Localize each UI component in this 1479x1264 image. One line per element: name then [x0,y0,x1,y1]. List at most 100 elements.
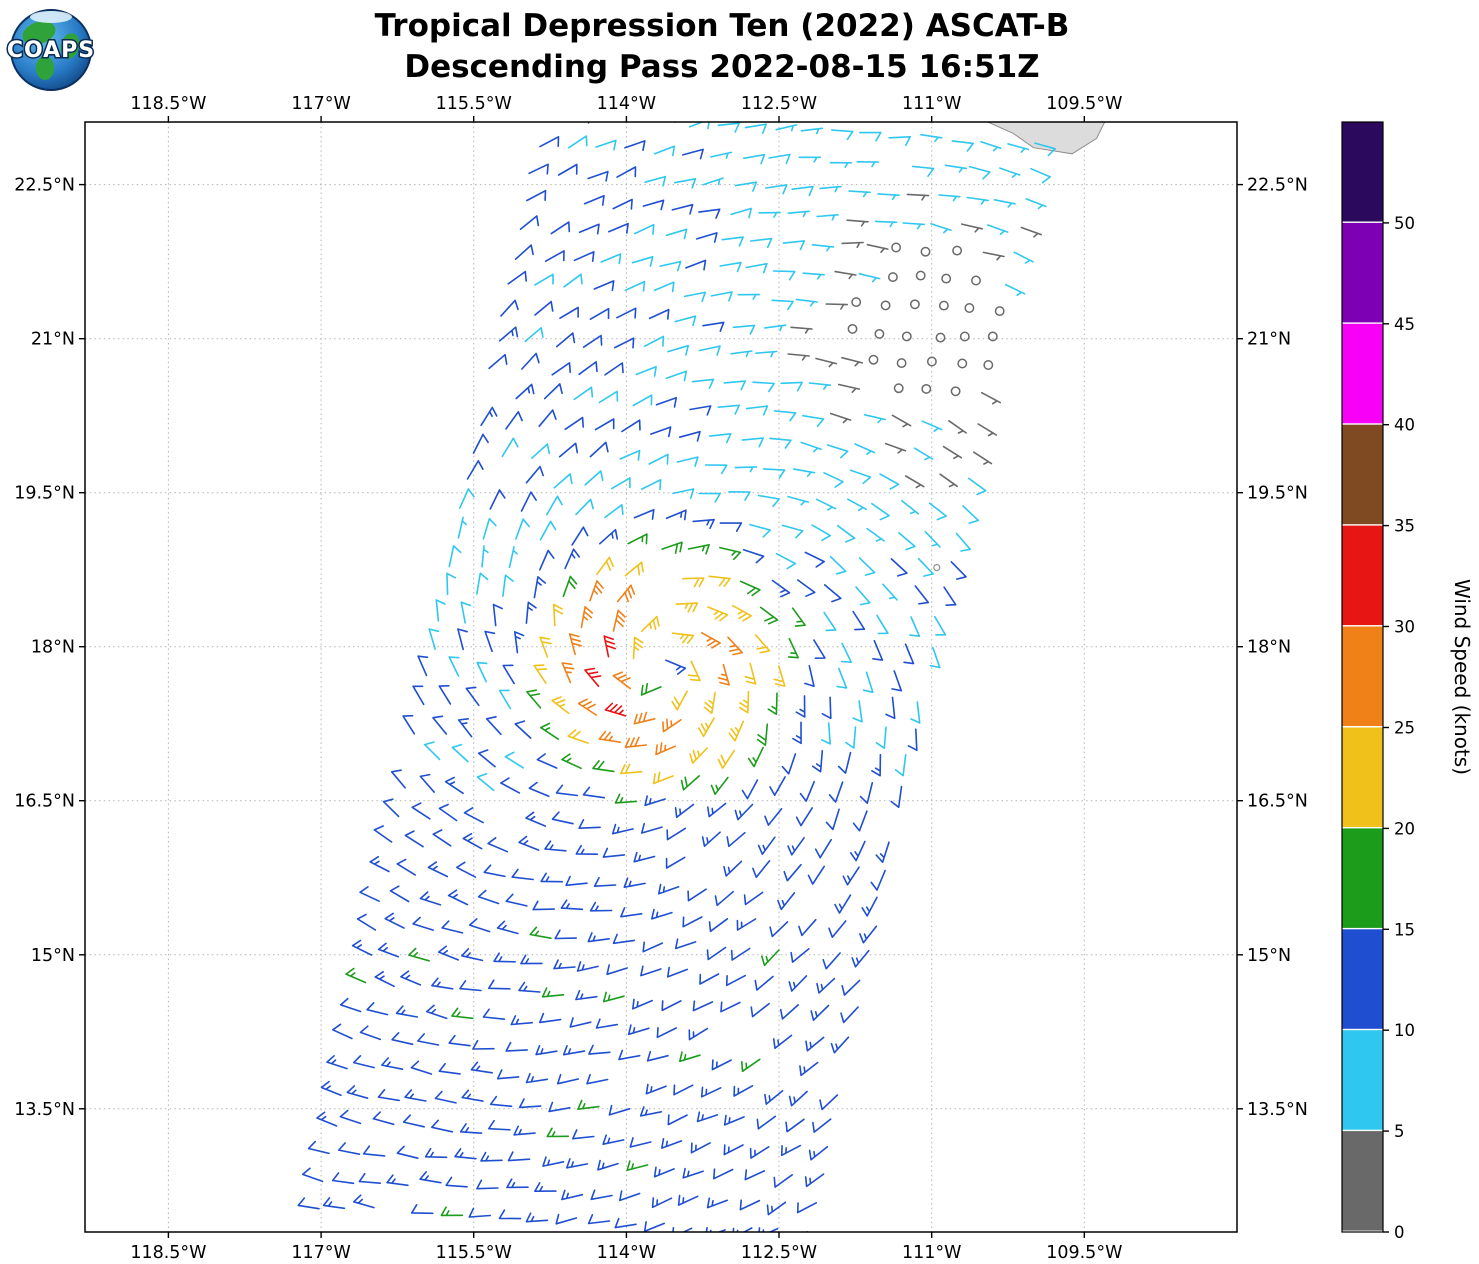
lat-tick-label: 18°N [1247,638,1291,658]
wind-barb [820,722,831,745]
wind-barb [604,702,627,717]
wind-barb [696,232,718,243]
wind-barb [564,548,580,570]
wind-barb [644,175,667,187]
wind-barb [633,711,656,725]
wind-barb [587,1214,611,1225]
wind-barb [520,954,543,965]
lat-tick-label: 22.5°N [14,176,75,196]
wind-barb [441,920,464,934]
wind-barb [565,875,588,887]
wind-barb [855,586,871,606]
wind-barb [863,414,886,424]
wind-barb [476,661,488,683]
wind-barb [488,1119,511,1131]
wind-barb [662,718,682,733]
wind-barb [644,795,666,807]
wind-barb [417,655,429,677]
wind-barb [484,630,496,653]
wind-barb [823,472,844,488]
wind-barb [773,410,797,422]
wind-barb [553,473,573,489]
wind-barb [592,760,615,773]
wind-barb [369,856,390,873]
wind-barb [848,190,871,198]
wind-barb [472,1039,495,1050]
wind-barb [709,433,732,444]
wind-barb [771,579,791,598]
wind-barb [567,729,589,744]
wind-barb [754,634,771,654]
wind-barb [906,193,930,201]
landmass-shape [22,21,56,45]
wind-barb [373,825,393,843]
wind-barb [682,577,705,588]
wind-barb [476,572,489,595]
wind-barb [826,444,849,459]
wind-barb [717,404,740,415]
wind-barb [938,194,961,202]
wind-barb [489,489,506,510]
wind-barb [810,1004,830,1021]
wind-barb [804,665,815,688]
wind-barb [854,443,876,455]
wind-barb [967,477,987,496]
wind-barb [795,695,806,718]
wind-barb [859,925,878,944]
wind-barb [703,691,716,715]
wind-barb [741,437,764,448]
chart-title: Tropical Depression Ten (2022) ASCAT-B D… [85,6,1359,88]
wind-barb [659,260,682,272]
wind-barb [564,416,584,431]
wind-barb [524,327,544,343]
wind-barb [749,1146,770,1159]
wind-barb [1025,198,1047,210]
wind-barb [593,280,615,292]
wind-barb [802,272,825,280]
wind-barb [604,362,624,376]
wind-barb [554,929,577,940]
wind-barb [297,1197,320,1210]
wind-barb [717,749,736,769]
colorbar-band [1342,424,1383,525]
wind-barb [689,122,710,130]
wind-barb [451,1007,474,1020]
wind-barb [580,606,594,629]
wind-barb [734,181,758,192]
wind-barb [692,518,715,530]
wind-barb [589,307,610,320]
wind-barb [457,718,473,738]
wind-barb [913,447,934,461]
wind-barb [871,753,882,777]
wind-barb [732,604,752,622]
wind-barb [410,1060,433,1075]
wind-barb [611,823,634,835]
wind-barb [787,637,799,659]
wind-barb [404,830,424,848]
wind-barb [761,949,780,967]
wind-barb [411,802,431,820]
wind-barb [366,1002,389,1016]
wind-barb [1020,226,1042,238]
wind-barb [898,532,916,551]
wind-barb [493,952,516,963]
wind-barb [688,1027,709,1041]
wind-barb [470,1061,493,1074]
wind-barb [454,1148,477,1160]
wind-barb [514,631,525,654]
axis-ticks [79,116,1243,1238]
wind-barb [723,1114,745,1126]
wind-barb [666,966,689,978]
colorbar-tick-label: 0 [1394,1223,1405,1242]
wind-barb [575,844,599,855]
wind-barb [459,1123,483,1134]
wind-barb [377,942,400,958]
wind-barb [372,1111,395,1126]
wind-barb [782,240,806,251]
wind-barb [721,236,744,247]
wind-barb [840,1006,859,1024]
wind-barb [822,952,841,970]
wind-barb [765,184,788,195]
wind-barb [573,251,595,262]
wind-barb [852,810,868,832]
